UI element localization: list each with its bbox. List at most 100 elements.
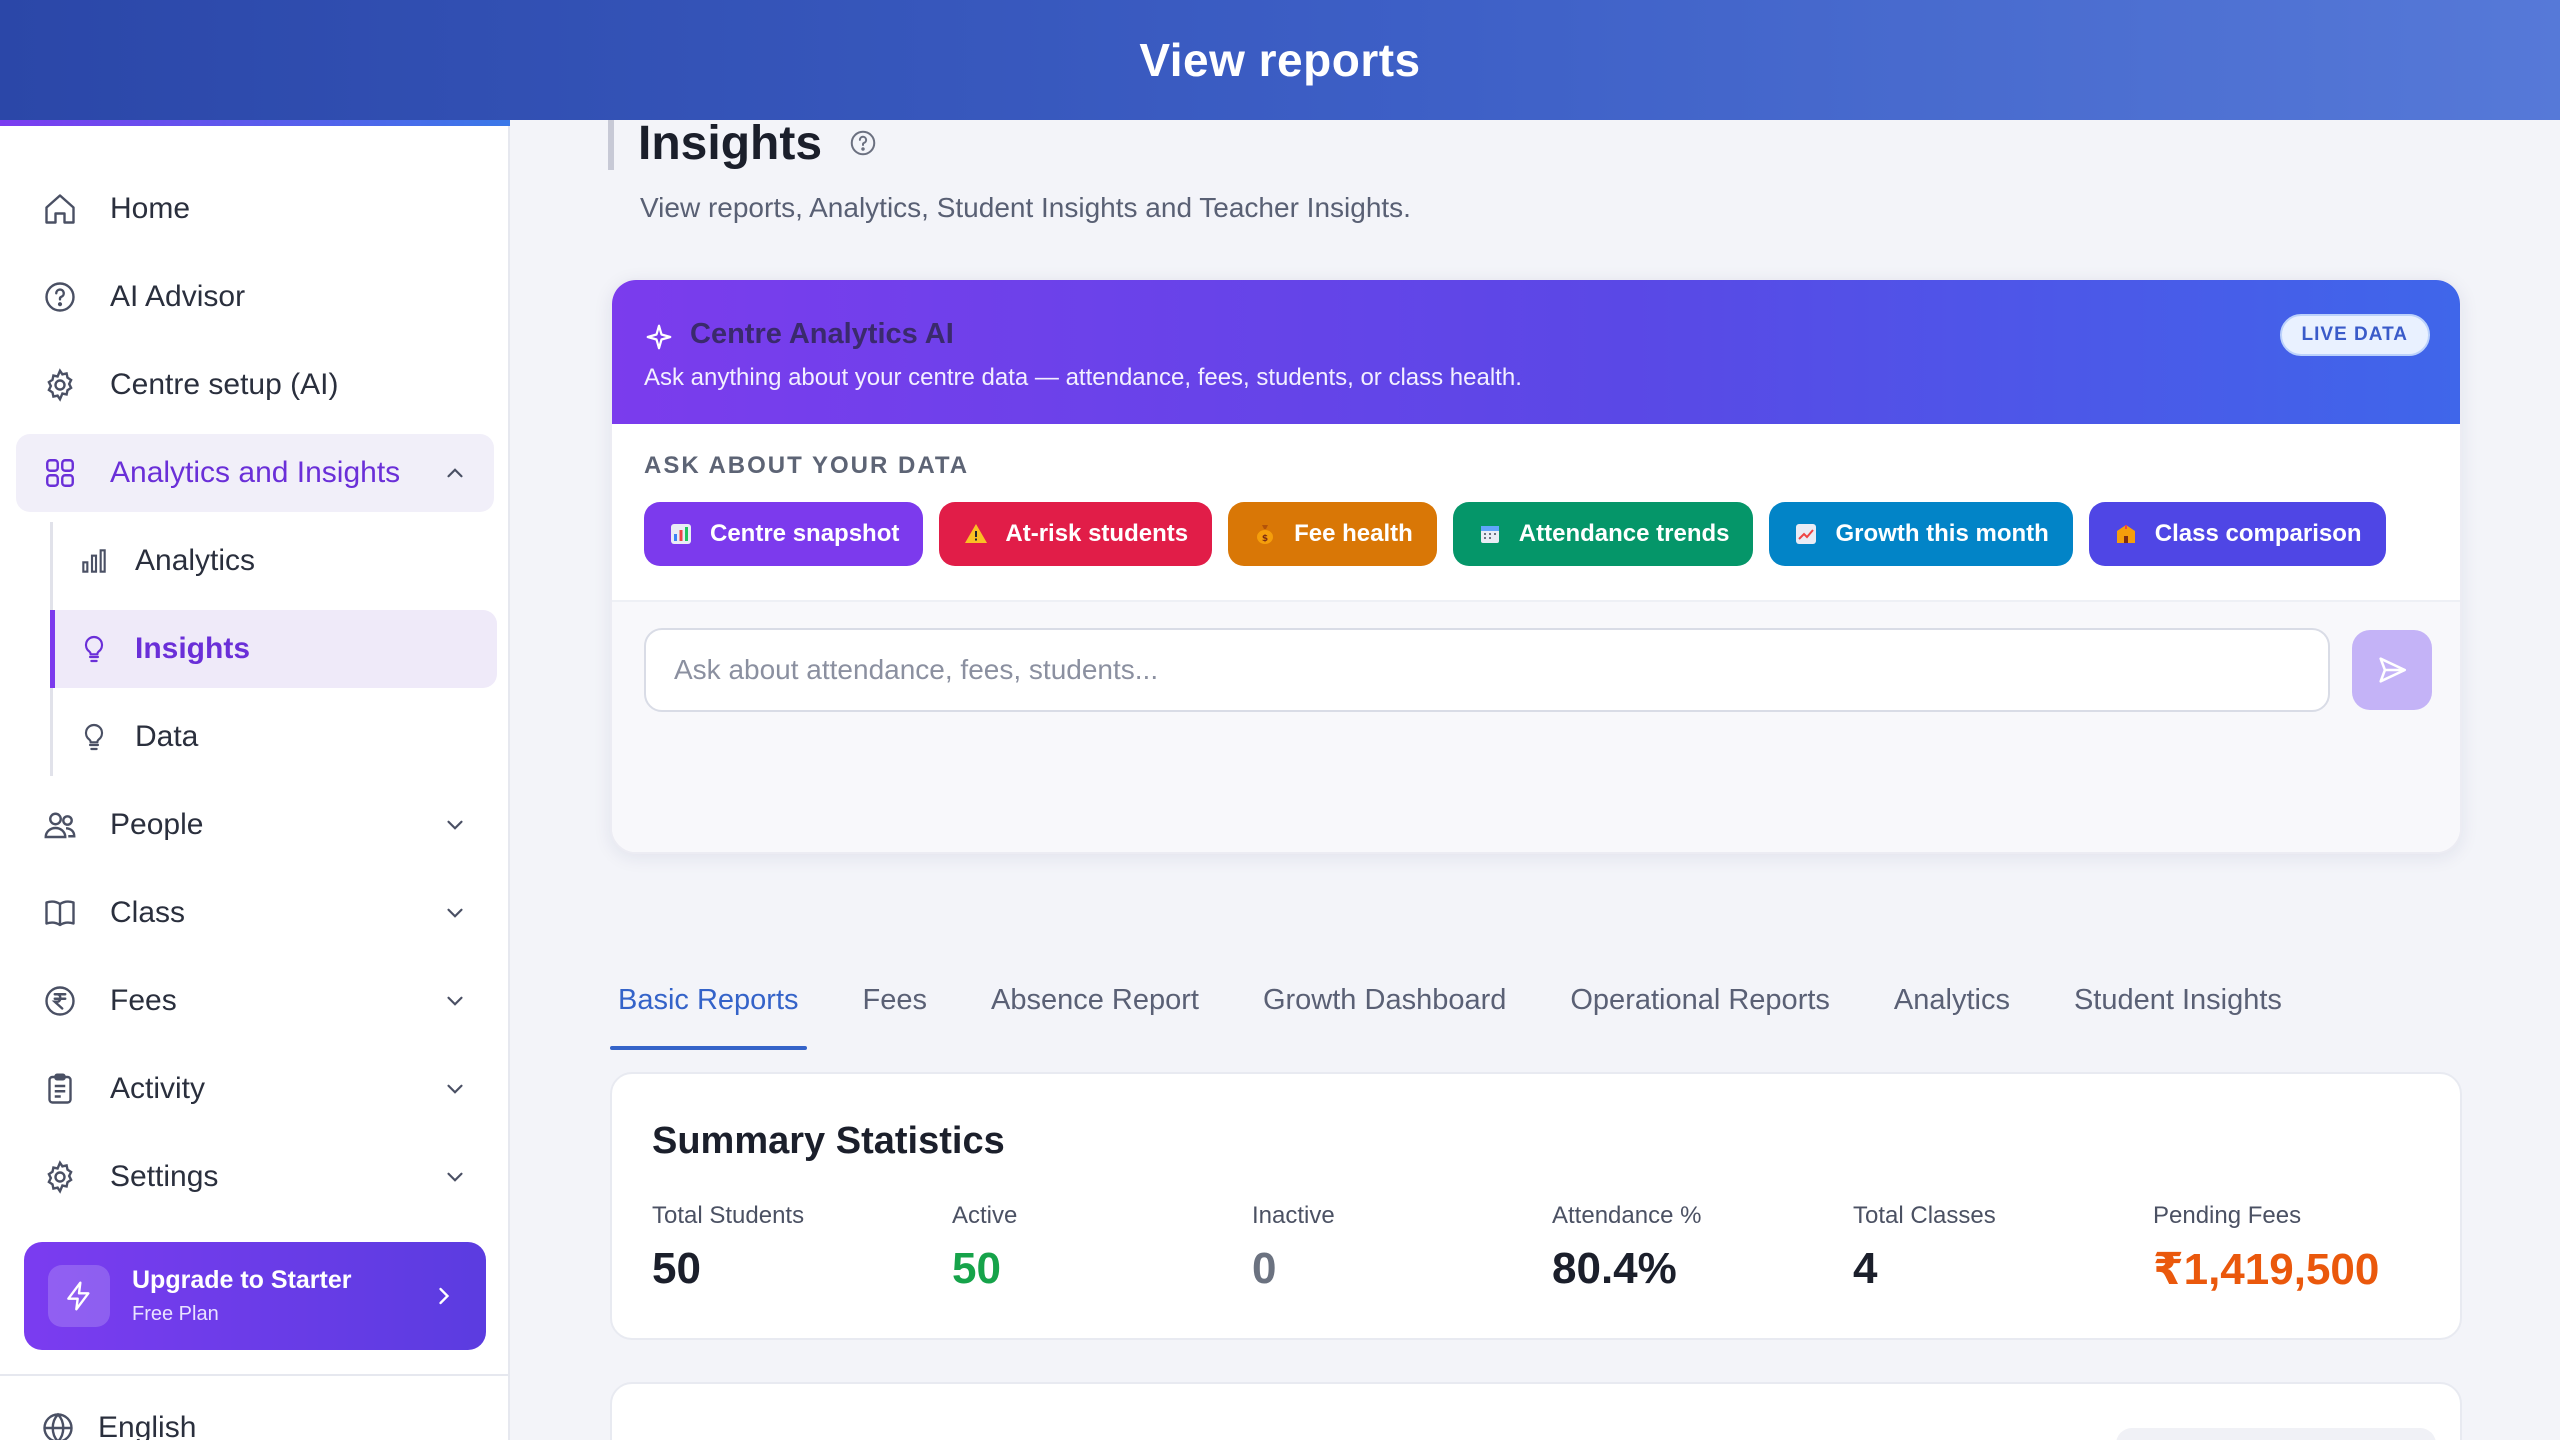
language-selector[interactable]: English — [40, 1410, 196, 1440]
stat-value: 80.4% — [1552, 1244, 1677, 1293]
stat-active: Active 50 — [952, 1202, 1017, 1294]
gear-icon — [40, 365, 80, 405]
upgrade-text: Upgrade to Starter Free Plan — [132, 1266, 351, 1326]
suggestion-chips: Centre snapshot At-risk students $ Fee h… — [644, 502, 2402, 566]
sidebar-item-label: Activity — [110, 1072, 206, 1105]
sidebar-item-label: People — [110, 808, 204, 841]
send-icon — [2379, 657, 2407, 683]
ask-about-data-label: ASK ABOUT YOUR DATA — [644, 452, 970, 479]
stat-value: 50 — [652, 1244, 701, 1293]
chevron-up-icon — [447, 468, 463, 478]
bar-chart-emoji-icon — [668, 521, 694, 547]
chart-up-emoji-icon — [1793, 521, 1819, 547]
chip-fee-health[interactable]: $ Fee health — [1228, 502, 1437, 566]
view-toggle[interactable] — [2116, 1428, 2436, 1440]
svg-text:$: $ — [1262, 534, 1268, 544]
stat-label: Total Students — [652, 1202, 805, 1229]
bar-chart-icon — [77, 544, 111, 578]
book-icon — [40, 893, 80, 933]
sidebar-item-label: Data — [135, 720, 199, 753]
warning-emoji-icon — [963, 521, 989, 547]
sidebar-item-people[interactable]: People — [16, 786, 494, 864]
tab-basic-reports[interactable]: Basic Reports — [610, 950, 807, 1050]
money-bag-emoji-icon: $ — [1252, 521, 1278, 547]
tab-growth-dashboard[interactable]: Growth Dashboard — [1262, 983, 1507, 1016]
sidebar-subitem-analytics[interactable]: Analytics — [53, 522, 497, 600]
sidebar-nav: Home AI Advisor Centre setup (AI) Analyt… — [16, 170, 497, 1226]
next-report-card — [610, 1382, 2462, 1440]
chip-class-comparison[interactable]: Class comparison — [2088, 502, 2386, 566]
sidebar-item-home[interactable]: Home — [16, 170, 494, 248]
ai-card-header: Centre Analytics AI Ask anything about y… — [612, 280, 2460, 424]
chip-label: Centre snapshot — [710, 520, 900, 547]
chip-label: Class comparison — [2154, 520, 2362, 547]
stat-value: 50 — [952, 1244, 1001, 1293]
help-icon[interactable] — [848, 128, 878, 158]
sidebar-item-centre-setup[interactable]: Centre setup (AI) — [16, 346, 494, 424]
stat-label: Pending Fees — [2153, 1202, 2302, 1229]
chevron-down-icon — [447, 820, 463, 830]
clipboard-icon — [40, 1069, 80, 1109]
ai-card-title: Centre Analytics AI — [690, 318, 954, 350]
chip-label: Fee health — [1294, 520, 1413, 547]
tab-row-1: Basic Reports Fees Absence Report Growth… — [610, 950, 2462, 1050]
main-content: Insights View reports, Analytics, Studen… — [510, 120, 2560, 1440]
live-data-badge: LIVE DATA — [2279, 314, 2430, 356]
stat-attendance: Attendance % 80.4% — [1552, 1202, 1701, 1294]
chevron-down-icon — [447, 908, 463, 918]
sidebar-subitem-data[interactable]: Data — [53, 698, 497, 776]
home-icon — [40, 189, 80, 229]
page-header: Insights — [608, 120, 878, 170]
upgrade-button[interactable]: Upgrade to Starter Free Plan — [24, 1242, 486, 1350]
sidebar-accent-bar — [0, 120, 510, 126]
chip-growth-this-month[interactable]: Growth this month — [1769, 502, 2073, 566]
chip-at-risk-students[interactable]: At-risk students — [939, 502, 1213, 566]
upgrade-title: Upgrade to Starter — [132, 1266, 352, 1294]
sidebar-item-analytics-and-insights[interactable]: Analytics and Insights — [16, 434, 494, 512]
sidebar-item-class[interactable]: Class — [16, 874, 494, 952]
globe-icon — [43, 1412, 73, 1440]
sidebar-item-label: Home — [110, 192, 191, 225]
lightning-icon — [48, 1265, 110, 1327]
stat-value: ₹1,419,500 — [2153, 1245, 2380, 1294]
stat-label: Inactive — [1252, 1202, 1335, 1229]
lightbulb-icon — [77, 720, 111, 754]
tab-fees[interactable]: Fees — [862, 983, 927, 1016]
sidebar-item-settings[interactable]: Settings — [16, 1138, 494, 1216]
sparkle-icon — [646, 324, 672, 350]
stat-total-classes: Total Classes 4 — [1853, 1202, 1996, 1294]
sidebar-item-label: Settings — [110, 1160, 219, 1193]
chip-centre-snapshot[interactable]: Centre snapshot — [644, 502, 924, 566]
stat-value: 0 — [1252, 1244, 1277, 1293]
ask-data-input[interactable] — [644, 628, 2330, 712]
chip-attendance-trends[interactable]: Attendance trends — [1452, 502, 1754, 566]
sidebar-item-activity[interactable]: Activity — [16, 1050, 494, 1128]
sidebar-item-label: Insights — [135, 632, 251, 665]
stat-inactive: Inactive 0 — [1252, 1202, 1335, 1294]
calendar-emoji-icon — [1477, 521, 1503, 547]
tab-absence-report[interactable]: Absence Report — [991, 983, 1199, 1016]
sidebar-item-label: Analytics and Insights — [110, 456, 401, 489]
chevron-right-icon — [439, 1287, 450, 1305]
stat-label: Active — [952, 1202, 1018, 1229]
sidebar-subitem-insights[interactable]: Insights — [50, 610, 497, 688]
users-icon — [40, 805, 80, 845]
tab-operational-reports[interactable]: Operational Reports — [1570, 983, 1830, 1016]
sidebar-divider — [0, 1374, 510, 1376]
sidebar-item-label: Centre setup (AI) — [110, 368, 339, 401]
sidebar: Home AI Advisor Centre setup (AI) Analyt… — [0, 120, 510, 1440]
chip-label: Growth this month — [1835, 520, 2049, 547]
gear-icon — [40, 1157, 80, 1197]
sidebar-item-label: Analytics — [135, 544, 256, 577]
chevron-down-icon — [447, 996, 463, 1006]
stat-label: Attendance % — [1552, 1202, 1702, 1229]
tab-student-insights[interactable]: Student Insights — [2073, 983, 2282, 1016]
ai-card-divider — [612, 600, 2460, 602]
tab-analytics[interactable]: Analytics — [1893, 983, 2010, 1016]
page-subtitle: View reports, Analytics, Student Insight… — [640, 192, 1411, 223]
summary-statistics-card: Summary Statistics Total Students 50 Act… — [610, 1072, 2462, 1340]
sidebar-item-ai-advisor[interactable]: AI Advisor — [16, 258, 494, 336]
upgrade-subtitle: Free Plan — [132, 1303, 219, 1325]
sidebar-item-fees[interactable]: Fees — [16, 962, 494, 1040]
send-button[interactable] — [2352, 630, 2432, 710]
